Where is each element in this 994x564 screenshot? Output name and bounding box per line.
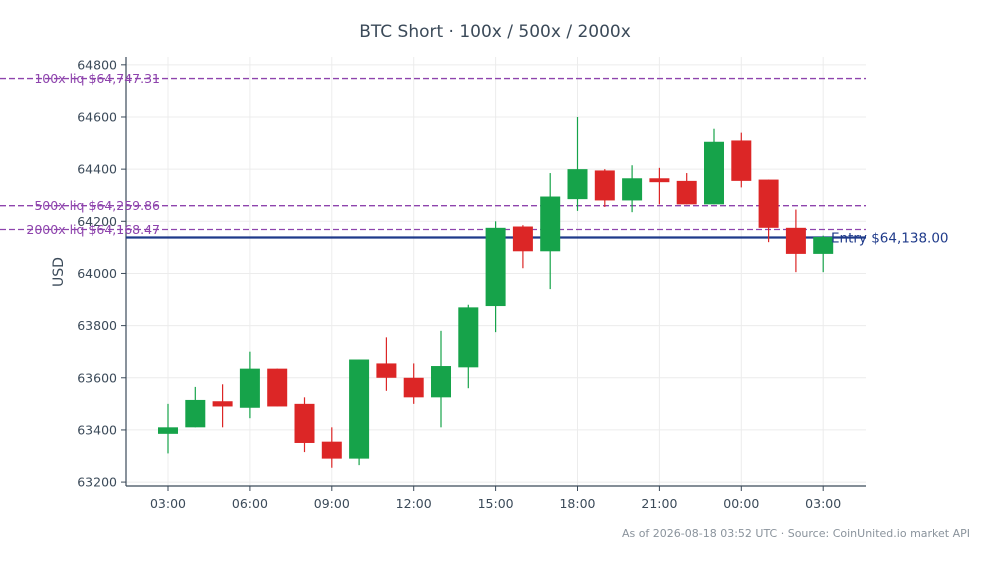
chart-title: BTC Short · 100x / 500x / 2000x (359, 22, 631, 42)
candle-body (704, 141, 724, 205)
y-tick-label: 63400 (77, 422, 117, 437)
candle-body (813, 236, 834, 254)
candle-body (731, 140, 752, 181)
candle-body (758, 179, 779, 228)
y-axis-label: USD (51, 257, 67, 287)
x-tick-label: 03:00 (805, 496, 841, 511)
candle-body (376, 363, 397, 378)
candle-body (212, 401, 233, 407)
candles (158, 116, 834, 468)
liquidation-label: 100x liq $64,747.31 (34, 71, 160, 86)
x-tick-label: 15:00 (478, 496, 514, 511)
liquidation-label: 500x liq $64,259.86 (34, 198, 160, 213)
candle-body (267, 368, 288, 407)
candle-body (594, 170, 615, 201)
y-tick-label: 64600 (77, 109, 117, 124)
x-tick-label: 03:00 (150, 496, 186, 511)
reference-labels: 100x liq $64,747.31 500x liq $64,259.86 20… (26, 71, 948, 246)
candle-body (458, 307, 479, 368)
y-tick-label: 63600 (77, 370, 117, 385)
y-tick-label: 63800 (77, 318, 117, 333)
liquidation-label: 2000x liq $64,168.47 (26, 222, 160, 237)
candle-body (431, 366, 451, 398)
y-tick-label: 63200 (77, 475, 117, 490)
y-tick-label: 64000 (77, 266, 117, 281)
x-tick-label: 09:00 (314, 496, 350, 511)
candle-body (512, 226, 533, 252)
candle-body (321, 441, 342, 459)
candle-body (540, 196, 561, 252)
x-tick-label: 12:00 (396, 496, 432, 511)
x-tick-label: 06:00 (232, 496, 268, 511)
x-tick-label: 00:00 (723, 496, 759, 511)
entry-label: Entry $64,138.00 (831, 230, 949, 246)
candle-body (785, 227, 806, 254)
axes: 63200 63400 63600 63800 64000 64200 64400 64600… (77, 57, 866, 511)
y-tick-label: 64800 (77, 57, 117, 72)
candle-body (239, 368, 260, 408)
x-tick-label: 18:00 (559, 496, 595, 511)
candle-body (403, 377, 424, 398)
candle-body (649, 178, 670, 183)
candle-body (622, 178, 643, 201)
x-tick-label: 21:00 (641, 496, 677, 511)
y-tick-label: 64200 (77, 214, 117, 229)
candle-body (349, 359, 370, 459)
candle-body (567, 169, 588, 200)
candle-body (485, 227, 506, 307)
candle-body (676, 180, 697, 205)
footnote: As of 2026-08-18 03:52 UTC · Source: Coi… (622, 527, 970, 540)
candle-body (294, 403, 315, 443)
candle-body (185, 399, 206, 428)
y-tick-label: 64400 (77, 162, 117, 177)
candle-body (158, 427, 178, 434)
